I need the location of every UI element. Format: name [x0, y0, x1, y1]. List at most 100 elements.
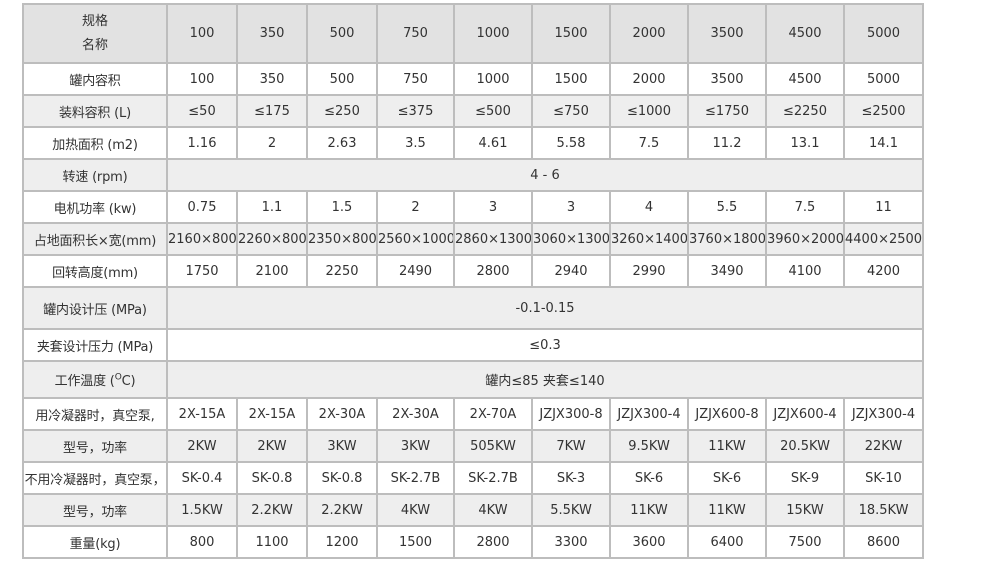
- table-row: 罐内设计压 (MPa) -0.1-0.15: [22, 286, 924, 330]
- value-cell: 505KW: [453, 429, 533, 463]
- value-cell: 3300: [531, 525, 611, 559]
- value-cell: 800: [166, 525, 238, 559]
- value-cell: 2250: [306, 254, 378, 288]
- value-cell: JZJX600-4: [765, 397, 845, 431]
- value-cell: 2X-30A: [306, 397, 378, 431]
- table-row: 夹套设计压力 (MPa) ≤0.3: [22, 328, 924, 362]
- value-cell: ≤1750: [687, 94, 767, 128]
- value-cell: 5.5KW: [531, 493, 611, 527]
- value-cell: 2.2KW: [306, 493, 378, 527]
- value-cell: 2160×800: [166, 222, 238, 256]
- value-cell: 1.16: [166, 126, 238, 160]
- header-model-cell: 100: [166, 3, 238, 64]
- value-cell: 11KW: [687, 429, 767, 463]
- value-cell: 4100: [765, 254, 845, 288]
- value-cell: 1750: [166, 254, 238, 288]
- merged-value-cell: 罐内≤85 夹套≤140: [166, 360, 924, 399]
- value-cell: 5.5: [687, 190, 767, 224]
- value-cell: 4KW: [453, 493, 533, 527]
- value-cell: 2260×800: [236, 222, 308, 256]
- value-cell: SK-6: [687, 461, 767, 495]
- value-cell: 2350×800: [306, 222, 378, 256]
- value-cell: 18.5KW: [843, 493, 924, 527]
- merged-value-cell: ≤0.3: [166, 328, 924, 362]
- value-cell: ≤2500: [843, 94, 924, 128]
- label-suffix: C): [121, 374, 136, 389]
- row-label: 夹套设计压力 (MPa): [22, 328, 168, 362]
- table-row: 型号，功率 2KW 2KW 3KW 3KW 505KW 7KW 9.5KW 11KW 20.5KW…: [22, 429, 924, 463]
- value-cell: ≤500: [453, 94, 533, 128]
- table-row: 工作温度 (OC) 罐内≤85 夹套≤140: [22, 360, 924, 399]
- header-label-name: 名称: [81, 37, 108, 53]
- header-row: 规格 名称 100 350 500 750 1000 1500 2000 3500 4500 5000: [22, 3, 924, 64]
- header-model-cell: 1500: [531, 3, 611, 64]
- row-label: 装料容积 (L): [22, 94, 168, 128]
- value-cell: 4400×2500: [843, 222, 924, 256]
- value-cell: 11: [843, 190, 924, 224]
- row-label: 占地面积长×宽(mm): [22, 222, 168, 256]
- table-row: 占地面积长×宽(mm) 2160×800 2260×800 2350×800 2560×…: [22, 222, 924, 256]
- value-cell: 1.1: [236, 190, 308, 224]
- value-cell: ≤1000: [609, 94, 689, 128]
- value-cell: 6400: [687, 525, 767, 559]
- header-model-cell: 5000: [843, 3, 924, 64]
- value-cell: 3500: [687, 62, 767, 96]
- value-cell: 4KW: [376, 493, 455, 527]
- table-row: 装料容积 (L) ≤50 ≤175 ≤250 ≤375 ≤500 ≤750 ≤1000 ≤175…: [22, 94, 924, 128]
- table-row: 回转高度(mm) 1750 2100 2250 2490 2800 2940 2990 3490…: [22, 254, 924, 288]
- value-cell: 2560×1000: [376, 222, 455, 256]
- value-cell: SK-10: [843, 461, 924, 495]
- value-cell: 3KW: [376, 429, 455, 463]
- value-cell: 8600: [843, 525, 924, 559]
- header-model-cell: 3500: [687, 3, 767, 64]
- value-cell: 2X-15A: [236, 397, 308, 431]
- table-row: 不用冷凝器时，真空泵， SK-0.4 SK-0.8 SK-0.8 SK-2.7B SK-2…: [22, 461, 924, 495]
- value-cell: 7500: [765, 525, 845, 559]
- value-cell: 500: [306, 62, 378, 96]
- value-cell: 5000: [843, 62, 924, 96]
- value-cell: 15KW: [765, 493, 845, 527]
- row-label: 用冷凝器时，真空泵,: [22, 397, 168, 431]
- header-label-spec: 规格: [81, 13, 108, 29]
- value-cell: 2100: [236, 254, 308, 288]
- value-cell: 2KW: [236, 429, 308, 463]
- header-label-cell: 规格 名称: [22, 3, 168, 64]
- value-cell: 1.5KW: [166, 493, 238, 527]
- value-cell: JZJX300-4: [843, 397, 924, 431]
- value-cell: SK-0.8: [236, 461, 308, 495]
- value-cell: 3KW: [306, 429, 378, 463]
- row-label: 型号，功率: [22, 493, 168, 527]
- row-label: 工作温度 (OC): [22, 360, 168, 399]
- label-degree: O: [114, 372, 122, 383]
- value-cell: 20.5KW: [765, 429, 845, 463]
- value-cell: 3: [453, 190, 533, 224]
- table-row: 重量(kg) 800 1100 1200 1500 2800 3300 3600 6400 750…: [22, 525, 924, 559]
- value-cell: 1000: [453, 62, 533, 96]
- value-cell: ≤750: [531, 94, 611, 128]
- value-cell: 2860×1300: [453, 222, 533, 256]
- header-model-cell: 1000: [453, 3, 533, 64]
- value-cell: 0.75: [166, 190, 238, 224]
- row-label: 转速 (rpm): [22, 158, 168, 192]
- table-row: 加热面积 (m2) 1.16 2 2.63 3.5 4.61 5.58 7.5 11.2 13.1…: [22, 126, 924, 160]
- value-cell: 11KW: [609, 493, 689, 527]
- row-label: 罐内设计压 (MPa): [22, 286, 168, 330]
- row-label: 不用冷凝器时，真空泵，: [22, 461, 168, 495]
- value-cell: 2X-30A: [376, 397, 455, 431]
- value-cell: 4: [609, 190, 689, 224]
- value-cell: 3760×1800: [687, 222, 767, 256]
- value-cell: 22KW: [843, 429, 924, 463]
- value-cell: 7KW: [531, 429, 611, 463]
- value-cell: 2800: [453, 254, 533, 288]
- value-cell: 7.5: [765, 190, 845, 224]
- row-label: 型号，功率: [22, 429, 168, 463]
- value-cell: SK-0.8: [306, 461, 378, 495]
- value-cell: 7.5: [609, 126, 689, 160]
- header-model-cell: 500: [306, 3, 378, 64]
- value-cell: 100: [166, 62, 238, 96]
- table-row: 罐内容积 100 350 500 750 1000 1500 2000 3500 4500 5000: [22, 62, 924, 96]
- value-cell: ≤175: [236, 94, 308, 128]
- table-row: 型号，功率 1.5KW 2.2KW 2.2KW 4KW 4KW 5.5KW 11KW 11KW 1…: [22, 493, 924, 527]
- value-cell: SK-6: [609, 461, 689, 495]
- value-cell: 2000: [609, 62, 689, 96]
